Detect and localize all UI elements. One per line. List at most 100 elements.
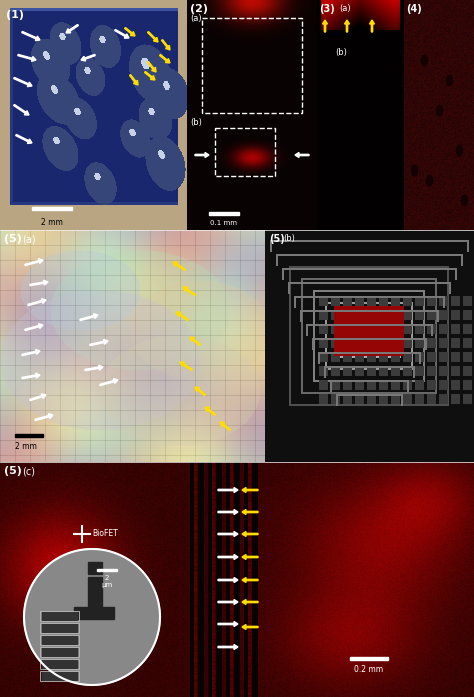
Text: 2 mm: 2 mm [15,442,37,451]
FancyArrow shape [205,407,215,415]
FancyArrow shape [90,339,108,346]
FancyArrow shape [242,578,258,583]
FancyArrow shape [183,287,195,296]
FancyArrow shape [147,31,158,42]
FancyArrow shape [242,510,258,514]
Bar [40,635,79,645]
FancyArrow shape [242,487,258,493]
FancyArrow shape [295,153,309,158]
FancyArrow shape [173,262,185,270]
Text: (b): (b) [335,48,347,57]
Bar [202,18,302,113]
Bar [40,623,79,633]
FancyArrow shape [14,77,32,86]
FancyArrow shape [22,349,40,355]
FancyArrow shape [218,487,238,493]
Text: 0.2 mm: 0.2 mm [355,665,383,674]
FancyArrow shape [16,135,32,144]
FancyArrow shape [345,20,349,32]
Text: (a): (a) [22,234,36,244]
Bar [42,636,77,644]
Circle shape [24,549,160,685]
FancyArrow shape [35,413,53,420]
Bar [42,648,77,656]
Bar [42,660,77,668]
Text: (5): (5) [4,466,22,476]
Bar [40,659,79,669]
FancyArrow shape [242,555,258,560]
Text: (4): (4) [406,4,422,14]
Text: (c): (c) [22,466,35,476]
FancyArrow shape [242,599,258,604]
FancyArrow shape [218,555,238,560]
Bar [209,212,239,215]
Bar [88,562,102,574]
Bar [74,607,114,619]
FancyArrow shape [195,387,205,395]
FancyArrow shape [190,337,201,346]
Text: (a): (a) [339,4,351,13]
Bar [40,671,79,681]
FancyArrow shape [30,394,46,401]
Text: (5): (5) [269,234,285,244]
Text: 0.1 mm: 0.1 mm [210,220,237,226]
Text: (5): (5) [4,234,22,244]
FancyArrow shape [218,645,238,650]
FancyArrow shape [22,373,40,378]
FancyArrow shape [85,365,103,371]
Bar [42,612,77,620]
FancyArrow shape [125,27,135,36]
FancyArrow shape [30,280,48,286]
FancyArrow shape [18,54,36,61]
FancyArrow shape [160,54,170,63]
FancyArrow shape [22,31,40,40]
Bar [15,434,43,437]
FancyArrow shape [129,75,138,85]
FancyArrow shape [218,532,238,537]
FancyArrow shape [80,314,98,321]
FancyArrow shape [81,54,95,61]
FancyArrow shape [218,578,238,583]
FancyArrow shape [66,24,78,33]
Bar [350,657,388,660]
FancyArrow shape [176,312,188,321]
FancyArrow shape [322,20,328,32]
Bar [215,128,275,176]
Bar [32,207,72,210]
FancyArrow shape [145,72,155,80]
FancyArrow shape [218,599,238,604]
Bar [42,672,77,680]
Bar [97,569,117,571]
Circle shape [24,549,160,685]
Text: (b): (b) [283,234,295,243]
Bar [88,577,102,612]
Text: 2 mm: 2 mm [41,218,63,227]
FancyArrow shape [180,362,192,371]
FancyArrow shape [218,510,238,514]
FancyArrow shape [25,323,43,330]
FancyArrow shape [242,532,258,537]
Text: 2: 2 [105,575,109,581]
Bar [40,611,79,621]
FancyArrow shape [100,378,118,385]
Bar [40,647,79,657]
Text: (b): (b) [190,118,202,127]
Text: (1): (1) [6,10,24,20]
FancyArrow shape [162,40,170,50]
FancyArrow shape [195,153,209,158]
Text: μm: μm [101,582,113,588]
Text: (3): (3) [319,4,335,14]
FancyArrow shape [14,105,29,115]
FancyArrow shape [115,29,129,38]
FancyArrow shape [147,61,156,72]
Text: BioFET: BioFET [92,530,118,539]
Text: (a): (a) [190,14,201,23]
FancyArrow shape [220,422,230,431]
FancyArrow shape [242,625,258,629]
FancyArrow shape [370,20,374,32]
Bar [42,624,77,632]
Text: (2): (2) [190,4,208,14]
FancyArrow shape [25,259,43,266]
FancyArrow shape [28,298,46,305]
FancyArrow shape [218,622,238,627]
